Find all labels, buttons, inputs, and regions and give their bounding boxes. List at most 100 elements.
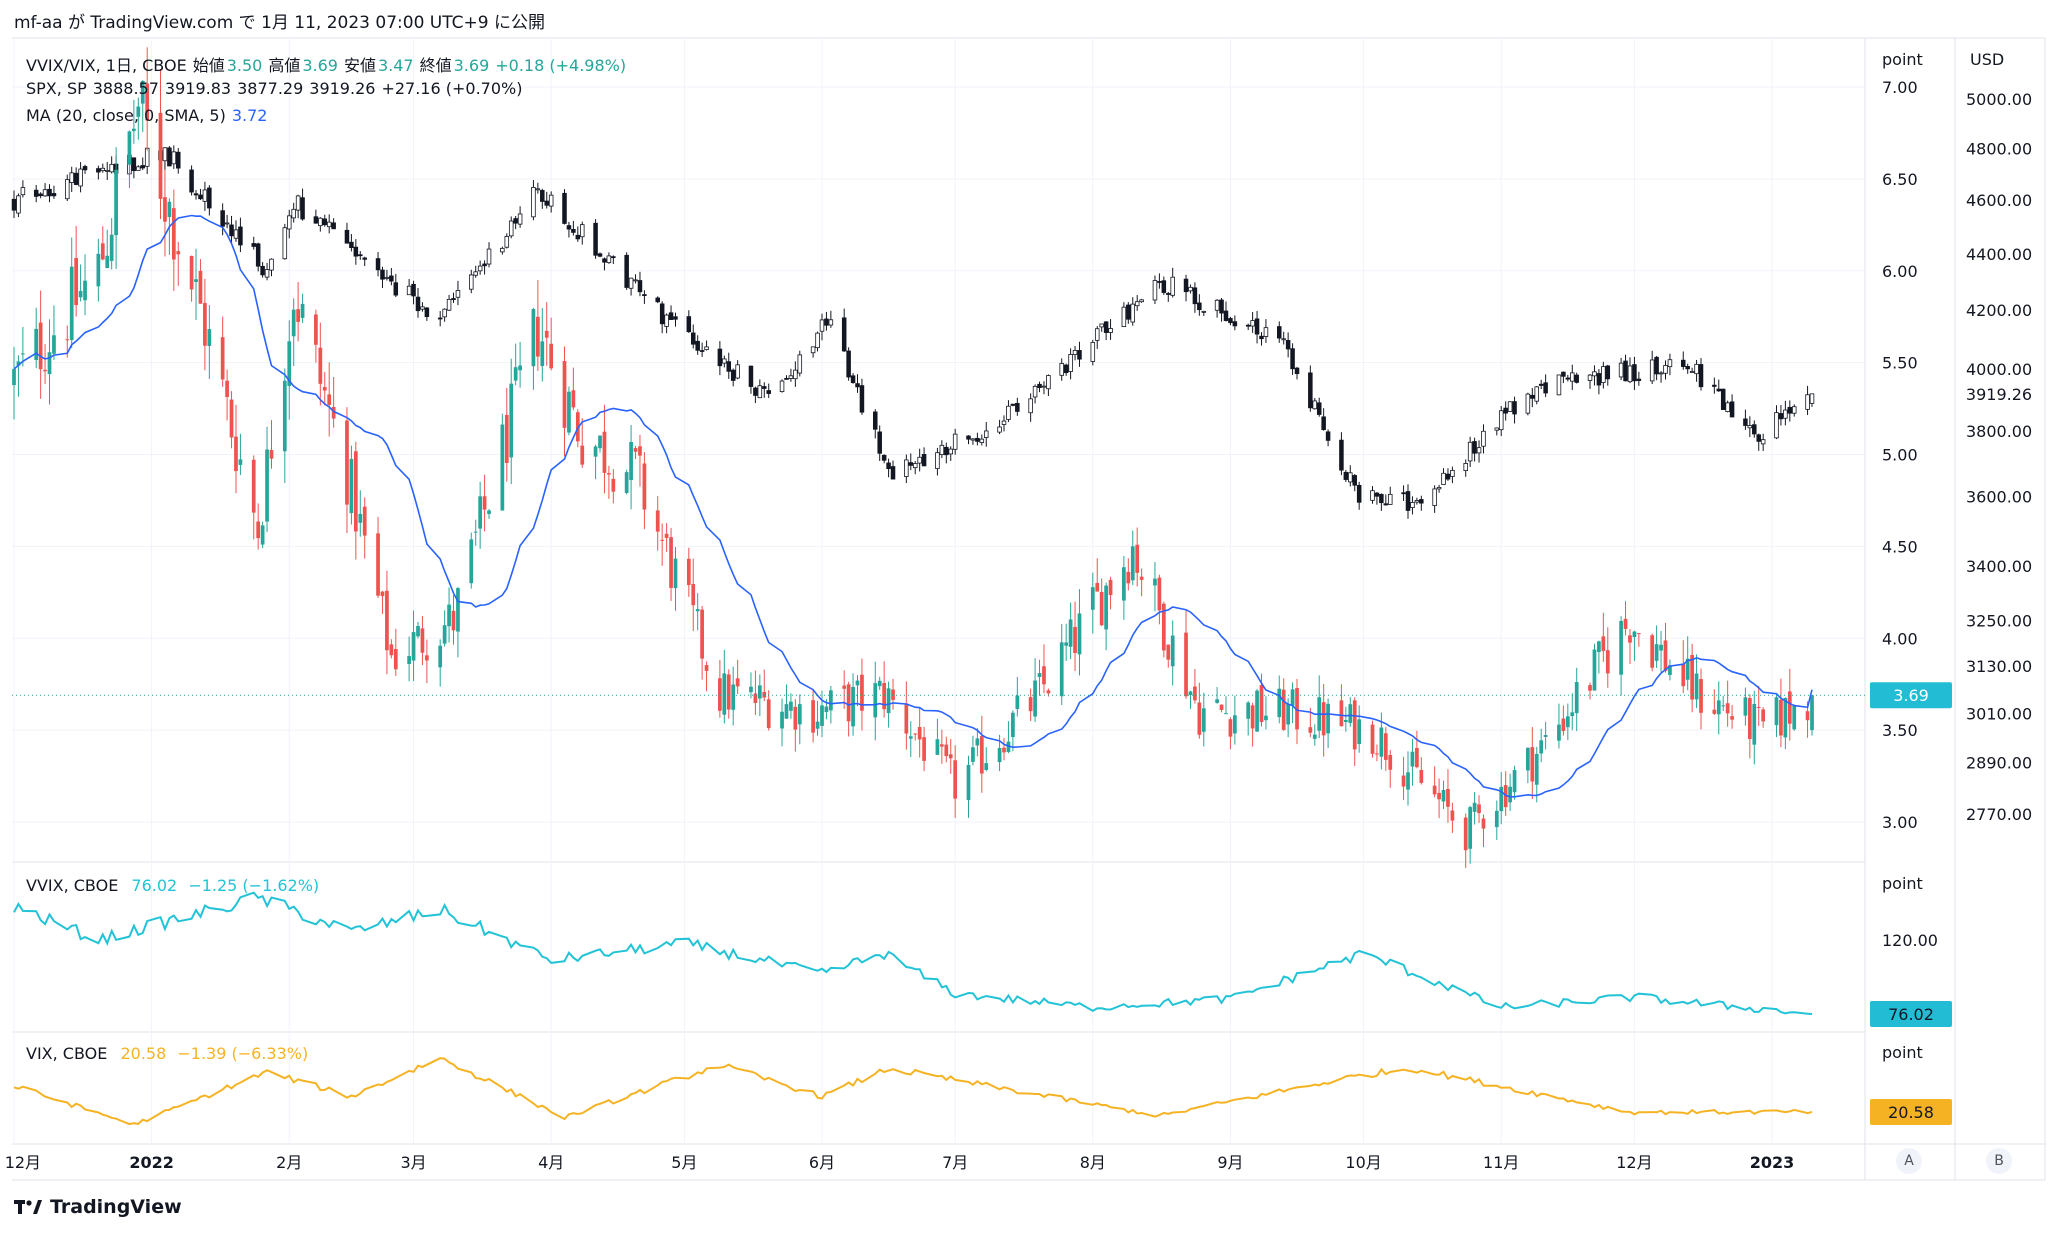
legend-spx-close: 3919.26	[309, 79, 376, 98]
spx-candle	[544, 200, 550, 206]
spx-candle	[1348, 472, 1353, 483]
spx-candle	[1099, 323, 1104, 328]
spx-candle	[176, 151, 181, 169]
spx-candle	[313, 216, 319, 224]
right-axis-unit: USD	[1970, 50, 2005, 69]
spx-candle	[690, 332, 696, 345]
spx-candle	[1698, 364, 1704, 388]
legend-vix-symbol: VIX, CBOE	[26, 1044, 108, 1063]
ratio-candle	[1379, 727, 1384, 757]
spx-candle	[375, 258, 381, 271]
spx-candle	[1756, 434, 1761, 442]
spx-candle	[1383, 503, 1389, 506]
ratio-price-badge: 3.69	[1870, 682, 1952, 709]
auto-scale-button[interactable]: A	[1896, 1148, 1922, 1174]
vvix-price-badge-bg	[1870, 1000, 1952, 1027]
ratio-candle	[815, 721, 820, 729]
ratio-candle	[1042, 666, 1046, 685]
spx-candle	[695, 340, 700, 351]
ratio-candle	[1033, 680, 1037, 717]
ratio-candle	[1375, 753, 1379, 755]
ratio-candle	[1383, 733, 1388, 760]
spx-candle	[286, 215, 292, 230]
ratio-candle	[1002, 747, 1006, 753]
ratio-candle	[629, 441, 633, 481]
vvix-price-badge: 76.02	[1870, 1000, 1952, 1027]
ratio-candle	[287, 341, 292, 386]
ratio-candle	[1605, 650, 1610, 674]
right-axis-tick: 4200.00	[1966, 301, 2032, 320]
ratio-candle	[1779, 699, 1783, 736]
legend-ma-value: 3.72	[231, 106, 268, 125]
spx-candle	[1472, 441, 1477, 454]
right-axis-tick: 4800.00	[1966, 139, 2032, 158]
ratio-candle	[1747, 698, 1752, 740]
right-axis-tick: 4000.00	[1966, 360, 2032, 379]
ratio-candle	[1419, 770, 1424, 783]
ratio-candle	[1201, 708, 1206, 732]
time-axis-label: 2023	[1750, 1153, 1795, 1172]
spx-candle	[1068, 354, 1073, 372]
ratio-candle	[633, 448, 638, 452]
time-axis-label: 2月	[276, 1153, 302, 1172]
ratio-candle	[882, 683, 887, 710]
publisher-header: mf-aa が TradingView.com で 1月 11, 2023 07…	[14, 13, 545, 33]
spx-candle	[1130, 303, 1136, 323]
legend-vvix-change: −1.25 (−1.62%)	[188, 876, 320, 895]
spx-candle	[1166, 293, 1171, 295]
ratio-candle	[1259, 684, 1264, 723]
left-axis-tick: 6.00	[1882, 262, 1918, 281]
ratio-candle	[1157, 577, 1162, 611]
ratio-candle	[1250, 705, 1255, 729]
spx-candle	[1729, 401, 1735, 418]
spx-candle	[1352, 475, 1357, 486]
spx-candle	[1658, 372, 1664, 375]
spx-candle	[659, 303, 665, 325]
spx-candle	[1108, 328, 1113, 333]
spx-candle	[1441, 472, 1446, 485]
ratio-candle	[322, 387, 327, 391]
spx-candle	[1126, 304, 1131, 320]
ratio-candle	[1468, 807, 1473, 849]
spx-candle	[855, 383, 860, 388]
spx-candle	[1747, 425, 1753, 429]
ratio-candle	[105, 255, 110, 269]
ratio-candle	[331, 406, 336, 419]
spx-candle	[1534, 386, 1540, 402]
spx-candle	[1752, 424, 1757, 435]
spx-candle	[517, 213, 523, 225]
spx-candle	[921, 454, 927, 467]
legend-open-label: 始値	[192, 56, 225, 75]
tradingview-logo[interactable]: TradingView	[14, 1196, 182, 1218]
spx-candle	[1605, 365, 1611, 380]
ratio-candle	[1699, 679, 1703, 713]
spx-candle	[144, 147, 150, 167]
ratio-candle	[855, 680, 860, 686]
spx-candle	[1778, 413, 1784, 420]
spx-candle	[140, 165, 146, 169]
spx-candle	[762, 386, 767, 389]
ratio-candle	[842, 685, 847, 689]
scale-b-button[interactable]: B	[1986, 1148, 2012, 1174]
spx-candle	[939, 444, 945, 456]
ratio-candle	[1277, 688, 1282, 718]
spx-candle	[548, 194, 554, 207]
spx-candle	[1414, 500, 1420, 503]
spx-candle	[1570, 372, 1575, 382]
ratio-candle	[1570, 712, 1575, 717]
spx-candle	[473, 271, 478, 276]
ratio-candle	[673, 558, 678, 589]
spx-candle	[47, 188, 52, 197]
ratio-candle	[78, 290, 83, 298]
spx-candle	[1685, 366, 1690, 370]
spx-candle	[415, 296, 421, 312]
spx-candle	[579, 224, 585, 238]
ratio-candle	[282, 380, 287, 452]
ratio-candle	[757, 685, 762, 699]
spx-candle	[1161, 280, 1167, 293]
ratio-candle	[136, 106, 141, 117]
spx-candle	[1538, 383, 1544, 386]
legend-vix-value: 20.58	[120, 1044, 167, 1063]
spx-candle	[1654, 356, 1659, 375]
